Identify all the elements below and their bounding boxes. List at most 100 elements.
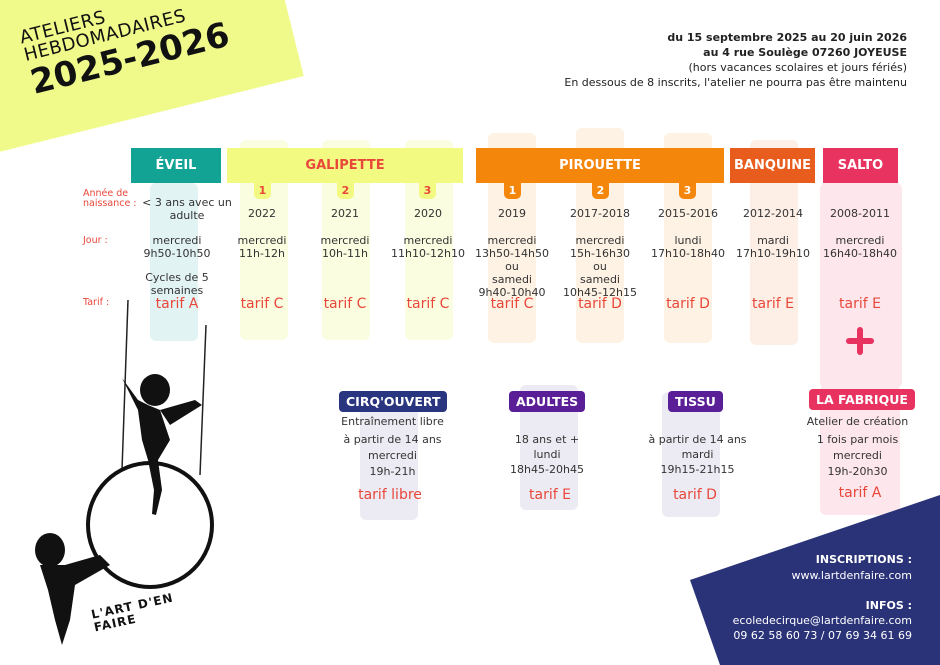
time-text: 9h50-10h50 <box>143 247 211 260</box>
level-badge: 1 <box>504 182 521 199</box>
or-text: ou <box>505 260 519 273</box>
day-text: samedi <box>492 273 532 286</box>
detail-line: 19h-20h30 <box>827 465 888 478</box>
row-label-day: Jour : <box>83 235 108 246</box>
detail-line: 18 ans et + <box>514 433 580 446</box>
header-banquine: BANQUINE <box>730 148 815 183</box>
time-text: 15h-16h30 <box>570 247 630 260</box>
tarif-label: tarif C <box>490 296 534 312</box>
day-text: mercredi <box>403 234 453 247</box>
day-text: mardi <box>757 234 789 247</box>
contact-panel-bg <box>690 495 940 665</box>
day-text: mercredi <box>237 234 287 247</box>
time-text: 17h10-18h40 <box>651 247 725 260</box>
day-text: lundi <box>674 234 702 247</box>
tarif-label: tarif E <box>529 487 571 503</box>
detail-line: mercredi <box>833 449 882 462</box>
infos-label: INFOS : <box>865 599 912 612</box>
level-badge: 2 <box>337 182 354 199</box>
tarif-label: tarif E <box>752 296 794 312</box>
tarif-label: tarif C <box>323 296 367 312</box>
detail-line: mercredi <box>368 449 417 462</box>
stripe-cirqouvert <box>360 395 418 520</box>
schedule: mardi 17h10-19h10 <box>728 234 818 260</box>
birth-year: 2012-2014 <box>743 207 803 220</box>
time-text: 11h10-12h10 <box>391 247 465 260</box>
detail-line: 19h-21h <box>369 465 416 478</box>
season-info: du 15 septembre 2025 au 20 juin 2026 au … <box>564 30 907 90</box>
header-salto: SALTO <box>823 148 898 183</box>
pill-lafabrique: LA FABRIQUE <box>809 389 915 410</box>
phone-numbers: 09 62 58 60 73 / 07 69 34 61 69 <box>733 629 912 642</box>
time-text: 16h40-18h40 <box>823 247 897 260</box>
detail-line: 1 fois par mois <box>816 433 899 446</box>
birth-year: 2017-2018 <box>570 207 630 220</box>
detail-line: 18h45-20h45 <box>510 463 584 476</box>
detail-line: mardi <box>681 448 714 461</box>
cirqouvert-details: Entraînement libre à partir de 14 ans me… <box>330 414 455 480</box>
level-badge: 3 <box>679 182 696 199</box>
tarif-label: tarif C <box>240 296 284 312</box>
birth-year: 2021 <box>331 207 359 220</box>
detail-line: à partir de 14 ans <box>648 433 747 446</box>
detail-line: 19h15-21h15 <box>660 463 735 476</box>
tarif-label: tarif D <box>578 296 622 312</box>
eveil-birth: < 3 ans avec un adulte <box>142 196 232 222</box>
or-text: ou <box>593 260 607 273</box>
day-text: mercredi <box>320 234 370 247</box>
aerial-hoop-illustration <box>35 300 214 645</box>
day-text: mercredi <box>835 234 885 247</box>
birth-year: 2008-2011 <box>830 207 890 220</box>
inscriptions-label: INSCRIPTIONS : <box>815 553 912 566</box>
contact-info: INSCRIPTIONS : www.lartdenfaire.com INFO… <box>733 552 912 643</box>
time-text: 13h50-14h50 <box>475 247 549 260</box>
pill-adultes: ADULTES <box>509 391 586 412</box>
level-badge: 2 <box>592 182 609 199</box>
day-text: mercredi <box>575 234 625 247</box>
lafabrique-details: Atelier de création 1 fois par mois merc… <box>800 414 915 480</box>
tarif-label: tarif C <box>406 296 450 312</box>
schedule: mercredi 13h50-14h50 ou samedi 9h40-10h4… <box>467 234 557 299</box>
tissu-details: à partir de 14 ans mardi 19h15-21h15 <box>640 432 755 477</box>
row-label-fee: Tarif : <box>83 297 110 308</box>
tarif-label: tarif D <box>673 487 717 503</box>
schedule: mercredi 10h-11h <box>305 234 385 260</box>
pill-cirqouvert: CIRQ'OUVERT <box>339 391 448 412</box>
tarif-label: tarif A <box>838 485 882 501</box>
season-dates: du 15 septembre 2025 au 20 juin 2026 <box>667 31 907 44</box>
detail-line: Entraînement libre <box>341 415 444 428</box>
detail-line: Atelier de création <box>806 415 909 428</box>
stripe-eveil <box>150 183 198 341</box>
tarif-label: tarif A <box>155 296 199 312</box>
header-pirouette: PIROUETTE <box>476 148 724 183</box>
plus-icon <box>846 327 874 355</box>
birth-year: 2019 <box>498 207 526 220</box>
schedule: mercredi 16h40-18h40 <box>815 234 905 260</box>
detail-line: lundi <box>533 448 561 461</box>
day-text: mercredi <box>152 234 202 247</box>
header-galipette: GALIPETTE <box>227 148 463 183</box>
season-address: au 4 rue Soulège 07260 JOYEUSE <box>703 46 907 59</box>
birth-year: 2022 <box>248 207 276 220</box>
schedule: mercredi 15h-16h30 ou samedi 10h45-12h15 <box>555 234 645 299</box>
website-link[interactable]: www.lartdenfaire.com <box>791 569 912 582</box>
time-text: 11h-12h <box>239 247 285 260</box>
email-link[interactable]: ecoledecirque@lartdenfaire.com <box>732 614 912 627</box>
time-text: 9h40-10h40 <box>478 286 546 299</box>
adultes-details: 18 ans et + lundi 18h45-20h45 <box>497 432 597 477</box>
schedule: mercredi 11h10-12h10 <box>388 234 468 260</box>
schedule: mercredi 11h-12h <box>222 234 302 260</box>
header-eveil: ÉVEIL <box>131 148 221 183</box>
birth-year: 2015-2016 <box>658 207 718 220</box>
row-label-birth: Année de naissance : <box>83 188 137 209</box>
day-text: samedi <box>580 273 620 286</box>
tarif-label: tarif E <box>839 296 881 312</box>
day-text: mercredi <box>487 234 537 247</box>
minimum-notice: En dessous de 8 inscrits, l'atelier ne p… <box>564 76 907 89</box>
season-exclusions: (hors vacances scolaires et jours fériés… <box>688 61 907 74</box>
birth-year: 2020 <box>414 207 442 220</box>
level-badge: 1 <box>254 182 271 199</box>
eveil-day: mercredi 9h50-10h50 <box>132 234 222 260</box>
time-text: 10h45-12h15 <box>563 286 637 299</box>
level-badge: 3 <box>419 182 436 199</box>
